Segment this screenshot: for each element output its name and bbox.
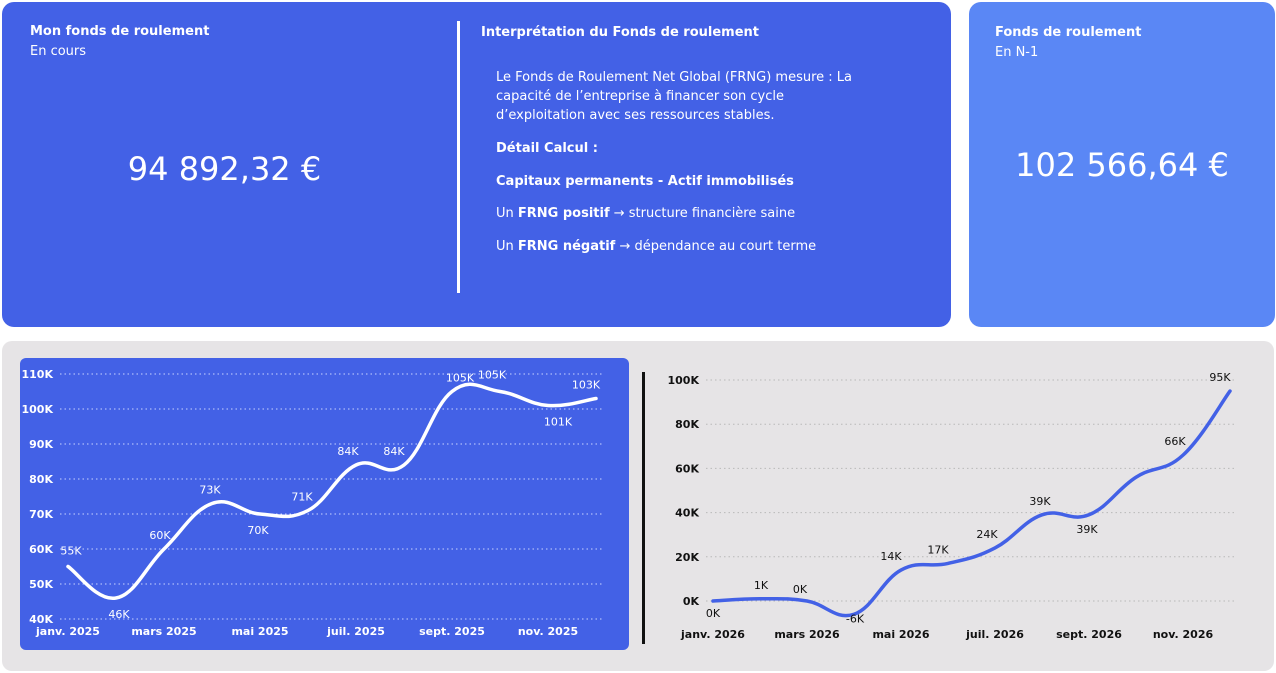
- data-label: 39K: [1076, 523, 1098, 536]
- x-tick-label: sept. 2025: [419, 625, 485, 638]
- interpretation-paragraph: Le Fonds de Roulement Net Global (FRNG) …: [496, 70, 852, 123]
- negative-prefix: Un: [496, 239, 518, 254]
- y-tick-label: 100K: [668, 374, 700, 387]
- y-tick-label: 100K: [22, 403, 54, 416]
- data-label: 39K: [1029, 495, 1051, 508]
- current-working-capital-card: Mon fonds de roulement En cours 94 892,3…: [2, 2, 951, 327]
- data-label: 17K: [927, 543, 949, 556]
- data-label: 1K: [754, 579, 769, 592]
- data-label: 95K: [1209, 371, 1231, 384]
- data-label: 70K: [247, 524, 269, 537]
- data-label: 66K: [1164, 435, 1186, 448]
- y-tick-label: 70K: [29, 508, 53, 521]
- positive-suffix: → structure financière saine: [609, 206, 796, 221]
- card-title: Fonds de roulement: [995, 25, 1142, 40]
- x-tick-label: juil. 2026: [965, 628, 1024, 641]
- y-tick-label: 80K: [29, 473, 53, 486]
- positive-prefix: Un: [496, 206, 518, 221]
- data-label: 14K: [880, 550, 902, 563]
- data-label: 84K: [337, 445, 359, 458]
- x-tick-label: mars 2025: [131, 625, 196, 638]
- negative-suffix: → dépendance au court terme: [615, 239, 817, 254]
- negative-bold: FRNG négatif: [517, 239, 616, 254]
- x-tick-label: janv. 2025: [35, 625, 100, 638]
- chart-separator: [642, 372, 645, 644]
- data-label: 84K: [383, 445, 405, 458]
- y-tick-label: 90K: [29, 438, 53, 451]
- y-tick-label: 60K: [29, 543, 53, 556]
- card-title: Mon fonds de roulement: [30, 24, 210, 39]
- positive-bold: FRNG positif: [517, 206, 610, 221]
- y-tick-label: 50K: [29, 578, 53, 591]
- x-tick-label: sept. 2026: [1056, 628, 1122, 641]
- chart-2025-background: [20, 358, 629, 650]
- y-tick-label: 40K: [675, 507, 699, 520]
- x-tick-label: nov. 2026: [1153, 628, 1214, 641]
- x-tick-label: mai 2025: [231, 625, 288, 638]
- data-label: 55K: [60, 545, 82, 558]
- data-label: 103K: [572, 379, 601, 392]
- data-label: 73K: [199, 484, 221, 497]
- x-tick-label: janv. 2026: [680, 628, 745, 641]
- data-label: 0K: [706, 607, 721, 620]
- card-subtitle: En cours: [30, 44, 87, 59]
- data-label: 105K: [478, 369, 507, 382]
- calc-label: Détail Calcul :: [496, 141, 598, 156]
- y-tick-label: 60K: [675, 462, 699, 475]
- y-tick-label: 40K: [29, 613, 53, 626]
- calc-formula: Capitaux permanents - Actif immobilisés: [496, 174, 794, 189]
- x-tick-label: nov. 2025: [518, 625, 578, 638]
- positive-frng-line: Un FRNG positif → structure financière s…: [496, 204, 876, 223]
- series-line: [66, 382, 598, 600]
- data-label: 0K: [793, 583, 808, 596]
- data-label: 24K: [976, 528, 998, 541]
- current-value: 94 892,32 €: [127, 150, 322, 188]
- interpretation-title: Interprétation du Fonds de roulement: [481, 25, 759, 40]
- x-tick-label: juil. 2025: [326, 625, 385, 638]
- data-label: 105K: [446, 372, 475, 385]
- data-label: 60K: [149, 529, 171, 542]
- y-tick-label: 0K: [683, 595, 700, 608]
- card-subtitle: En N-1: [995, 45, 1039, 60]
- previous-year-card: Fonds de roulement En N-1 102 566,64 €: [969, 2, 1275, 327]
- negative-frng-line: Un FRNG négatif → dépendance au court te…: [496, 237, 876, 256]
- data-label: 71K: [291, 491, 313, 504]
- previous-value: 102 566,64 €: [1015, 146, 1229, 184]
- x-tick-label: mars 2026: [774, 628, 840, 641]
- divider: [457, 21, 460, 293]
- y-tick-label: 110K: [22, 368, 54, 381]
- y-tick-label: 20K: [675, 551, 699, 564]
- data-label: 46K: [108, 608, 130, 621]
- x-tick-label: mai 2026: [872, 628, 929, 641]
- data-label: -6K: [846, 612, 865, 625]
- series-line: [711, 389, 1232, 618]
- y-tick-label: 80K: [675, 418, 699, 431]
- data-label: 101K: [544, 416, 573, 429]
